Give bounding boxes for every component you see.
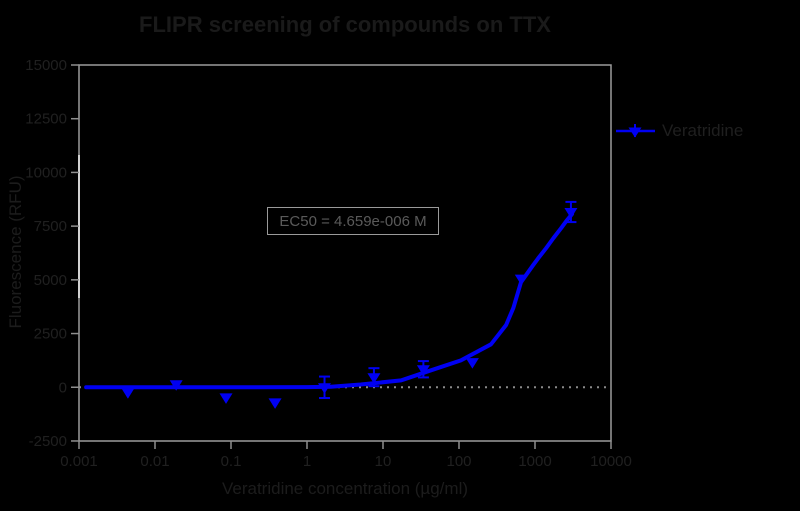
data-point-marker: [367, 373, 381, 384]
x-axis-label: Veratridine concentration (µg/ml): [221, 479, 469, 498]
legend: Veratridine: [615, 120, 743, 142]
x-tick-label: 0.001: [60, 453, 98, 470]
legend-marker-icon: [616, 124, 655, 138]
ec50-annotation-text: EC50 = 4.659e-006 M: [279, 212, 427, 230]
y-tick-label: 2500: [34, 326, 67, 343]
x-tick-label: 10: [375, 453, 392, 470]
fit-curve: [84, 212, 574, 390]
data-point-marker: [564, 207, 578, 219]
y-axis-label: Fluorescence (RFU): [6, 175, 25, 329]
x-tick-label: 10000: [590, 453, 632, 470]
x-tick-label: 1000: [518, 453, 551, 470]
x-tick-label: 1: [303, 453, 311, 470]
data-point-marker: [121, 388, 135, 399]
data-point-marker: [318, 383, 332, 394]
legend-series-label: Veratridine: [662, 121, 744, 140]
ec50-annotation-box: EC50 = 4.659e-006 M: [267, 207, 439, 235]
x-tick-label: 0.01: [140, 453, 169, 470]
data-point-marker: [416, 365, 430, 376]
y-tick-label: 15000: [25, 57, 67, 74]
y-tick-label: 0: [59, 379, 67, 396]
data-point-marker: [268, 398, 282, 409]
data-point-marker: [514, 274, 528, 286]
y-tick-label: 10000: [25, 164, 67, 181]
data-point-marker: [219, 393, 233, 404]
y-tick-label: 7500: [34, 218, 67, 235]
y-tick-label: 12500: [25, 111, 67, 128]
data-point-marker: [465, 358, 479, 369]
y-tick-label: 5000: [34, 272, 67, 289]
y-tick-label: -2500: [29, 433, 67, 450]
data-point-marker: [169, 380, 183, 391]
chart-title: FLIPR screening of compounds on TTX: [139, 12, 551, 37]
x-tick-label: 0.1: [221, 453, 242, 470]
x-tick-label: 100: [446, 453, 471, 470]
